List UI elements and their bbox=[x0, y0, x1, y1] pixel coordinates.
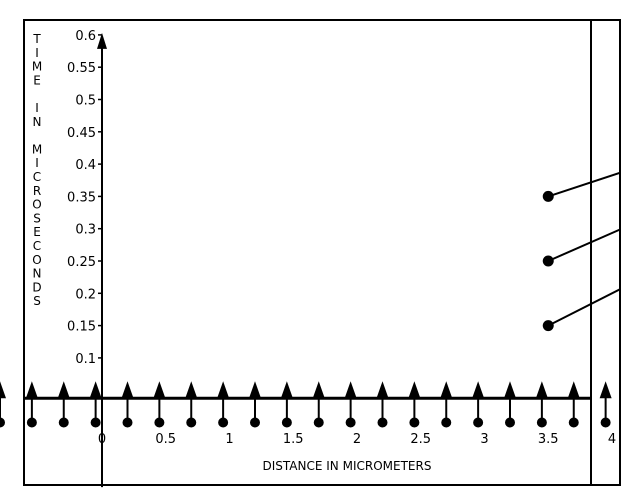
baseline-dot bbox=[250, 417, 260, 428]
baseline-arrowhead bbox=[25, 381, 38, 399]
baseline-arrowhead bbox=[217, 381, 230, 399]
x-tick-label: 1.5 bbox=[283, 432, 304, 447]
baseline-dot bbox=[441, 417, 452, 428]
y-axis-title-letter: D bbox=[32, 280, 41, 294]
baseline-dot bbox=[90, 417, 101, 428]
baseline-dot bbox=[473, 417, 484, 428]
y-tick-label: 0.2 bbox=[75, 287, 96, 302]
baseline-dot bbox=[58, 417, 69, 428]
vector-shaft bbox=[547, 227, 621, 262]
y-axis-title-letter: I bbox=[35, 101, 39, 115]
y-tick-label: 0.45 bbox=[67, 126, 96, 141]
baseline-arrowhead bbox=[376, 381, 389, 399]
y-axis-title-letter: C bbox=[33, 239, 41, 253]
chart-frame bbox=[23, 19, 621, 486]
vector-shaft bbox=[547, 171, 621, 198]
y-axis-title-letter: S bbox=[33, 211, 41, 225]
baseline-dot bbox=[536, 417, 547, 428]
baseline-dot bbox=[122, 417, 133, 428]
y-axis-title-letter: E bbox=[33, 73, 41, 87]
x-tick-label: 2 bbox=[353, 432, 361, 447]
baseline-arrowhead bbox=[153, 381, 166, 399]
baseline-dot bbox=[409, 417, 420, 428]
y-tick-label: 0.55 bbox=[67, 61, 96, 76]
baseline-dot bbox=[26, 417, 37, 428]
x-tick-labels: 00.511.522.533.544.555.566.57 bbox=[98, 432, 616, 447]
baseline-dot bbox=[505, 417, 515, 428]
vector-start-point bbox=[542, 255, 554, 267]
baseline-arrowhead bbox=[121, 381, 134, 399]
vector-start-point bbox=[542, 190, 554, 202]
baseline-arrowhead bbox=[472, 381, 485, 399]
baseline-layer bbox=[0, 381, 612, 428]
y-tick-label: 0.3 bbox=[75, 223, 96, 238]
baseline-arrowhead bbox=[57, 381, 70, 399]
y-axis-title-letter: M bbox=[32, 142, 42, 156]
y-axis-title-letter: I bbox=[35, 156, 39, 170]
y-axis-title-letter: C bbox=[33, 170, 41, 184]
x-tick-label: 1 bbox=[225, 432, 233, 447]
y-axis-arrowhead bbox=[97, 32, 107, 49]
baseline-dot bbox=[186, 417, 197, 428]
x-tick-label: 0.5 bbox=[155, 432, 176, 447]
y-axis-title-letter: I bbox=[35, 46, 39, 60]
y-tick-label: 0.5 bbox=[75, 94, 96, 109]
y-tick-label: 0.6 bbox=[75, 29, 96, 44]
vector-shaft bbox=[547, 287, 621, 327]
x-tick-label: 2.5 bbox=[410, 432, 431, 447]
y-tick-labels: 0.1 0.15 0.2 0.25 0.3 0.35 0.4 0.45 0.5 0.55 0.6 bbox=[67, 29, 96, 367]
baseline-dot bbox=[281, 417, 292, 428]
y-axis-title-letter: E bbox=[33, 225, 41, 239]
baseline-arrowhead bbox=[0, 381, 6, 399]
baseline-dot bbox=[568, 417, 579, 428]
baseline-arrowhead bbox=[249, 381, 261, 399]
baseline-dot bbox=[154, 417, 165, 428]
baseline-arrowhead bbox=[408, 381, 421, 399]
y-axis-title-letter: M bbox=[32, 60, 42, 74]
baseline-dot bbox=[218, 417, 229, 428]
baseline-dot bbox=[600, 417, 611, 428]
baseline-dot bbox=[313, 417, 324, 428]
baseline-dot bbox=[0, 417, 5, 428]
y-tick-label: 0.25 bbox=[67, 255, 96, 270]
baseline-arrowhead bbox=[280, 381, 293, 399]
y-axis-title-letter: R bbox=[33, 184, 41, 198]
x-tick-label: 3.5 bbox=[538, 432, 559, 447]
x-tick-label: 4 bbox=[608, 432, 616, 447]
baseline-arrowhead bbox=[535, 381, 548, 399]
baseline-dot bbox=[377, 417, 388, 428]
y-axis-title-letter: N bbox=[33, 267, 42, 281]
vector-start-point bbox=[542, 320, 554, 332]
baseline-arrowhead bbox=[89, 381, 102, 399]
y-tick-label: 0.35 bbox=[67, 190, 96, 205]
y-tick-label: 0.1 bbox=[75, 352, 96, 367]
baseline-arrowhead bbox=[599, 381, 612, 399]
baseline-arrowhead bbox=[312, 381, 325, 399]
y-axis-title-letter: O bbox=[32, 253, 41, 267]
x-tick-label: 3 bbox=[480, 432, 488, 447]
y-tick-label: 0.4 bbox=[75, 158, 96, 173]
baseline-arrowhead bbox=[344, 381, 357, 399]
baseline-arrowhead bbox=[185, 381, 198, 399]
y-axis-title-letter: T bbox=[32, 32, 41, 46]
baseline-dot bbox=[345, 417, 356, 428]
vector-layer bbox=[542, 171, 621, 332]
baseline-arrowhead bbox=[504, 381, 516, 399]
axis-layer bbox=[97, 32, 107, 488]
baseline-arrowhead bbox=[440, 381, 453, 399]
x-tick-label: 0 bbox=[98, 432, 106, 447]
y-axis-title-letter: O bbox=[32, 198, 41, 212]
baseline-arrowhead bbox=[567, 381, 580, 399]
y-axis-title-letter: N bbox=[33, 115, 42, 129]
y-axis-title-letter: S bbox=[33, 294, 41, 308]
y-tick-label: 0.15 bbox=[67, 320, 96, 335]
x-axis-title: DISTANCE IN MICROMETERS bbox=[263, 459, 432, 473]
